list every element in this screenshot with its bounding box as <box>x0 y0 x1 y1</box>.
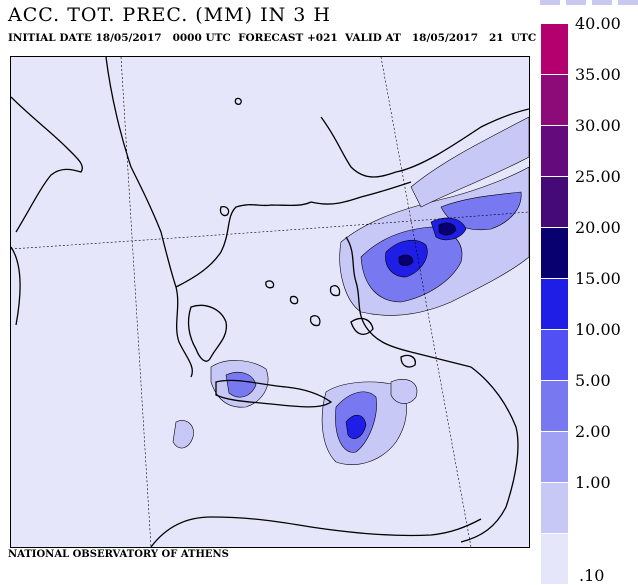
legend-swatch <box>541 330 568 381</box>
legend-label: 2.00 <box>575 422 611 441</box>
credit-footer: NATIONAL OBSERVATORY OF ATHENS <box>8 549 229 560</box>
coastlines <box>11 57 529 547</box>
map-svg <box>11 57 529 547</box>
legend-label: .10 <box>579 566 605 585</box>
legend-label: 20.00 <box>575 218 621 237</box>
legend-swatch <box>541 75 568 126</box>
legend-swatch <box>541 228 568 279</box>
precipitation-map <box>10 56 530 548</box>
legend-swatch <box>541 177 568 228</box>
legend-swatch <box>541 279 568 330</box>
legend-label: 1.00 <box>575 473 611 492</box>
legend-swatch <box>541 126 568 177</box>
legend-swatch <box>541 432 568 483</box>
legend-label: 30.00 <box>575 116 621 135</box>
precipitation-legend: 40.00 35.00 30.00 25.00 20.00 15.00 10.00 5.00 2… <box>541 16 638 585</box>
legend-swatch <box>541 24 568 75</box>
graticule <box>11 57 529 547</box>
legend-label: 25.00 <box>575 167 621 186</box>
top-edge-marks <box>540 0 638 6</box>
legend-swatch <box>541 483 568 534</box>
precip-intense <box>398 222 457 267</box>
legend-label: 5.00 <box>575 371 611 390</box>
legend-label: 40.00 <box>575 14 621 33</box>
forecast-info: INITIAL DATE 18/05/2017 0000 UTC FORECAS… <box>8 32 537 44</box>
legend-swatch <box>541 381 568 432</box>
map-title: ACC. TOT. PREC. (MM) IN 3 H <box>8 4 331 26</box>
legend-label: 35.00 <box>575 65 621 84</box>
legend-swatch <box>541 534 568 585</box>
legend-label: 15.00 <box>575 269 621 288</box>
legend-label: 10.00 <box>575 320 621 339</box>
